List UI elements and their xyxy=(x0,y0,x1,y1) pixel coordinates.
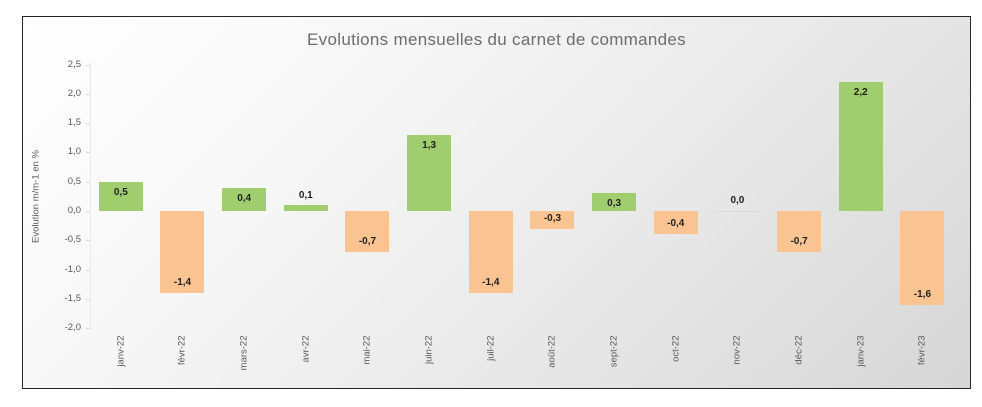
y-tick-label: 1,5 xyxy=(67,117,81,129)
bar xyxy=(530,211,575,229)
bar xyxy=(407,134,452,211)
y-tick-label: 1,0 xyxy=(67,146,81,158)
y-tick-label: 2,0 xyxy=(67,87,81,99)
y-tick-mark xyxy=(86,298,90,300)
x-axis-label: juin-22 xyxy=(423,335,435,364)
bar xyxy=(653,211,698,235)
x-axis-label: janv-23 xyxy=(855,335,867,367)
y-tick-label: 0,0 xyxy=(67,205,81,216)
x-axis-label: août-22 xyxy=(546,335,558,368)
bar xyxy=(160,211,205,293)
bar-value-label: -1,4 xyxy=(173,276,192,288)
y-tick-mark xyxy=(86,328,90,330)
x-axis-label: oct-22 xyxy=(670,335,682,362)
bar xyxy=(777,211,822,252)
bar xyxy=(98,181,143,211)
y-tick-mark xyxy=(86,211,90,212)
x-axis-label: avr-22 xyxy=(300,335,312,362)
y-tick-mark xyxy=(86,93,90,95)
y-tick-label: 2,5 xyxy=(67,58,81,70)
bar xyxy=(715,210,760,212)
x-axis-label: janv-22 xyxy=(115,335,127,367)
bar-value-label: -0,7 xyxy=(358,235,377,247)
y-tick-label: -1,5 xyxy=(64,292,81,304)
chart-title: Evolutions mensuelles du carnet de comma… xyxy=(307,30,686,49)
bar-value-label: 0,5 xyxy=(113,186,128,198)
bar xyxy=(592,193,637,211)
bar-value-label: -0,4 xyxy=(667,218,685,230)
bar xyxy=(345,211,390,252)
chart-frame: Evolutions mensuelles du carnet de comma… xyxy=(22,16,971,389)
y-tick-mark xyxy=(86,181,90,183)
y-tick-mark xyxy=(86,64,90,66)
y-tick-mark xyxy=(86,269,90,271)
x-axis-label: juil-22 xyxy=(485,335,497,361)
x-axis-label: févr-23 xyxy=(916,335,928,365)
x-axis-label: nov-22 xyxy=(731,335,743,365)
x-axis-label: déc-22 xyxy=(793,335,805,365)
bar-value-label: 0,1 xyxy=(298,190,313,202)
bar xyxy=(838,82,883,211)
bar xyxy=(900,211,945,305)
y-tick-label: -2,0 xyxy=(64,322,81,334)
bar-value-label: 0,4 xyxy=(237,192,252,204)
plot-area: 2,5 2,0 1,5 1,0 0,5 0,0 -0,5 -1,0 -1,5 -2,0 0,5 -1… xyxy=(23,17,970,388)
bar-value-label: 1,3 xyxy=(422,139,437,151)
bar xyxy=(222,187,267,211)
bar-value-label: -0,3 xyxy=(543,212,562,224)
bar-value-label: 0,3 xyxy=(607,198,622,210)
bar xyxy=(468,211,513,293)
bar-value-label: -1,4 xyxy=(482,276,500,288)
bar-value-label: -1,6 xyxy=(913,288,932,300)
y-tick-label: -0,5 xyxy=(64,234,81,246)
x-axis-label: mars-22 xyxy=(238,335,250,370)
x-axis-label: févr-22 xyxy=(176,335,188,365)
y-tick-mark xyxy=(86,240,90,242)
y-tick-label: 0,5 xyxy=(67,175,81,187)
y-tick-mark xyxy=(86,152,90,154)
bar xyxy=(283,205,328,211)
x-axis-label: mai-22 xyxy=(361,335,373,365)
bar-value-label: 2,2 xyxy=(853,87,868,99)
y-tick-mark xyxy=(86,123,90,125)
bar-value-label: 0,0 xyxy=(730,195,745,206)
x-axis-label: sept-22 xyxy=(608,335,620,367)
y-axis-line xyxy=(90,62,91,330)
bar-value-label: -0,7 xyxy=(790,235,808,247)
y-tick-label: -1,0 xyxy=(64,263,81,275)
